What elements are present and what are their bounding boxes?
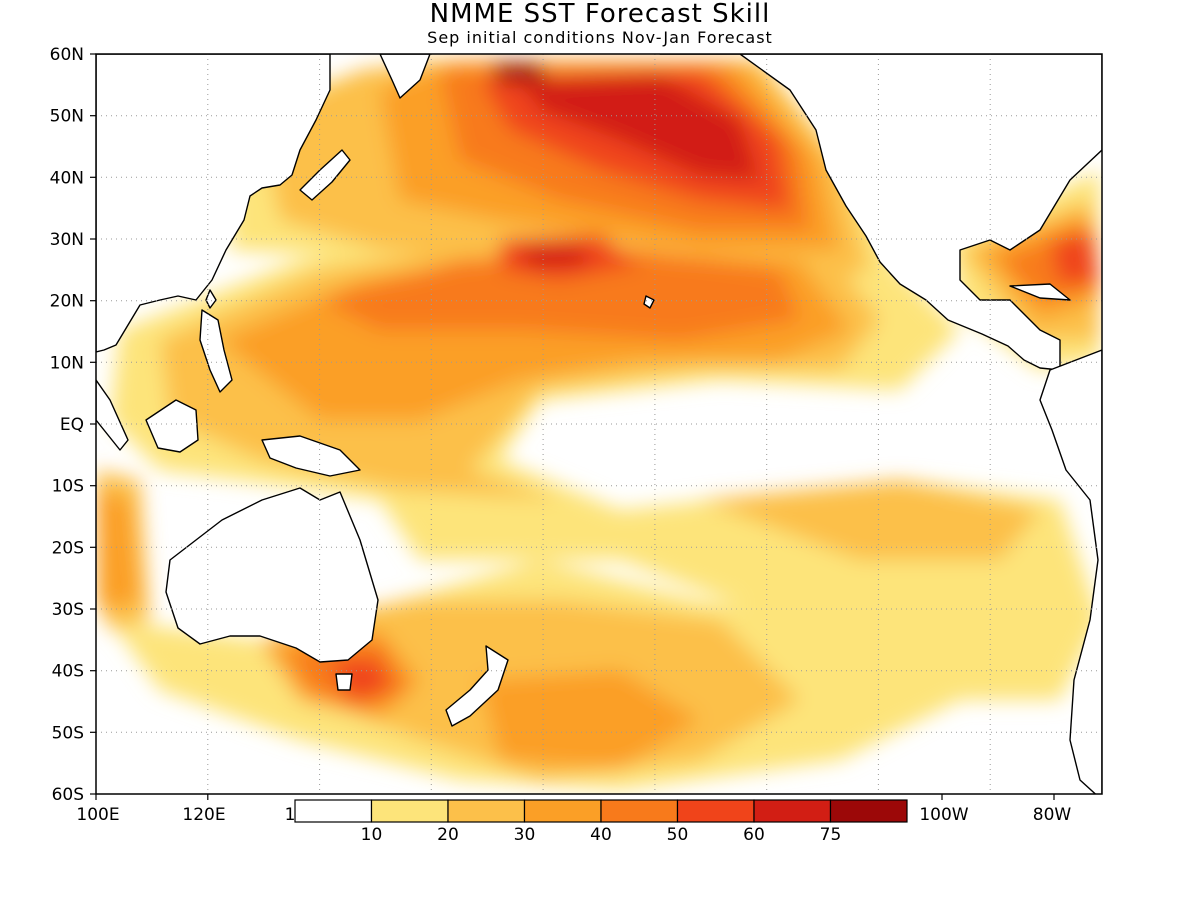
new-zealand [445, 645, 509, 727]
chart-subtitle: Sep initial conditions Nov-Jan Forecast [427, 28, 773, 47]
colorbar-edge-label: 1 [285, 805, 296, 825]
axis-ticks [90, 53, 1055, 800]
lat-label: 60S [52, 785, 84, 805]
colorbar-label: 75 [820, 825, 842, 845]
colorbar-swatch [294, 799, 373, 823]
graticule [96, 54, 1102, 794]
skill-region [320, 250, 800, 340]
lat-label: 30S [52, 600, 84, 620]
lat-label: 40N [50, 168, 84, 188]
lon-label: 100E [76, 805, 119, 825]
lat-label: 40S [52, 662, 84, 682]
asia-landmass [96, 54, 331, 353]
lat-label: 60N [50, 45, 84, 65]
colorbar-swatch [523, 799, 602, 823]
colorbar-swatch [600, 799, 679, 823]
kamchatka [379, 54, 431, 99]
skill-field [96, 54, 1102, 794]
australia [165, 487, 379, 663]
colorbar-label: 60 [743, 825, 765, 845]
skill-region [520, 74, 760, 180]
lon-label: 80W [1033, 805, 1072, 825]
cuba [1009, 283, 1071, 301]
lat-label: 10N [50, 353, 84, 373]
skill-region [480, 670, 700, 770]
chart-title: NMME SST Forecast Skill [429, 0, 771, 29]
colorbar-label: 30 [514, 825, 536, 845]
colorbar: 1 10 20 30 40 50 60 75 [285, 799, 908, 845]
skill-region [96, 490, 140, 610]
colorbar-swatch [753, 799, 832, 823]
colorbar-swatch [447, 799, 526, 823]
taiwan-island [205, 289, 217, 309]
lat-label: 50S [52, 723, 84, 743]
colorbar-label: 40 [590, 825, 612, 845]
colorbar-swatch [676, 799, 755, 823]
skill-region [700, 480, 1040, 560]
philippines [199, 309, 233, 393]
borneo [145, 399, 199, 453]
new-guinea [261, 435, 361, 477]
tasmania [335, 673, 353, 691]
sumatra [96, 379, 129, 451]
lat-label: 20N [50, 292, 84, 312]
lon-label: 120E [182, 805, 225, 825]
colorbar-label: 10 [361, 825, 383, 845]
lat-label: 50N [50, 107, 84, 127]
colorbar-label: 20 [437, 825, 459, 845]
colorbar-label: 50 [667, 825, 689, 845]
skill-region [520, 245, 590, 268]
north-america [659, 54, 1102, 371]
colorbar-swatch [829, 799, 908, 823]
lat-label: 30N [50, 230, 84, 250]
skill-region [1050, 230, 1100, 285]
skill-region [490, 62, 545, 82]
lat-label: 20S [52, 538, 84, 558]
lat-label: EQ [60, 415, 84, 435]
colorbar-swatch [370, 799, 449, 823]
hawaii [643, 295, 655, 309]
lat-label: 10S [52, 477, 84, 497]
south-america [1039, 349, 1102, 794]
lon-label: 100W [919, 805, 968, 825]
